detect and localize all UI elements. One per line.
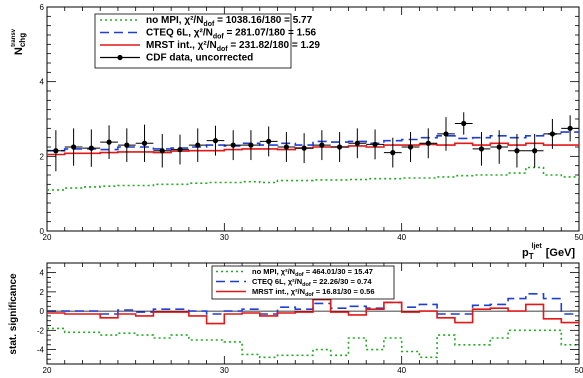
bottom-series-nompi [47, 327, 579, 359]
data-point [461, 120, 467, 127]
bottom-legend: no MPI, χ²/Ndof = 464.01/30 = 15.47CTEQ … [211, 265, 395, 300]
y-tick-label: 2 [40, 152, 45, 161]
data-point [567, 125, 573, 131]
x-tick-label: 50 [575, 366, 583, 375]
legend-label-cteq: CTEQ 6L, χ²/Ndof = 22.26/30 = 0.74 [252, 277, 372, 288]
data-point [88, 145, 94, 151]
data-point [354, 140, 360, 146]
y-tick-label: 4 [40, 78, 45, 87]
data-point [549, 131, 556, 137]
legend-label-data: CDF data, uncorrected [146, 53, 253, 64]
data-point [266, 138, 272, 144]
top-legend: no MPI, χ²/Ndof = 1038.16/180 = 5.77CTEQ… [94, 13, 320, 69]
top-panel: 20 30 40 50 0 2 4 6 no MPI, χ²/Ndof = 1038.16/1… [11, 3, 583, 261]
x-tick-label: 40 [397, 233, 406, 242]
x-tick-label: 30 [220, 233, 229, 242]
x-tick-label: 20 [43, 233, 52, 242]
data-point [248, 142, 254, 148]
top-ticks-group: 20 30 40 50 0 2 4 6 [40, 3, 583, 242]
bottom-panel: 20 30 40 50 -4 -2 0 2 4 no MPI, χ²/Ndof = 464.01… [8, 262, 583, 375]
data-point [514, 148, 520, 154]
legend-label-nompi: no MPI, χ²/Ndof = 1038.16/180 = 5.77 [146, 15, 313, 28]
data-point [425, 140, 431, 146]
data-point [443, 131, 449, 137]
legend-swatch-data-point [117, 54, 123, 61]
legend-label-mrst: MRST int., χ²/Ndof = 16.81/30 = 0.56 [252, 287, 375, 298]
data-point [124, 142, 130, 148]
data-point [159, 148, 165, 154]
data-point [212, 138, 219, 144]
top-legend-box [94, 13, 292, 69]
y-tick-label: 4 [40, 269, 45, 278]
data-point [71, 144, 77, 150]
data-point [390, 150, 396, 156]
legend-label-cteq: CTEQ 6L, χ²/Ndof = 281.07/180 = 1.56 [146, 28, 317, 41]
data-point [106, 139, 112, 145]
bottom-ticks-group: 20 30 40 50 -4 -2 0 2 4 [37, 262, 583, 375]
data-point [496, 144, 502, 150]
y-tick-label: -4 [37, 346, 45, 355]
data-point [195, 142, 201, 148]
y-tick-label: 0 [40, 227, 45, 236]
top-y-axis-title: Nchgtransv [11, 28, 27, 55]
data-point [141, 140, 148, 146]
top-data-points-group [47, 112, 579, 172]
data-point [337, 144, 343, 150]
data-point [301, 145, 307, 151]
top-x-axis-title: pTljet[GeV] [522, 243, 575, 261]
legend-label-mrst: MRST int., χ²/Ndof = 231.82/180 = 1.29 [146, 40, 320, 53]
data-point [53, 148, 59, 154]
bottom-series-group [47, 293, 579, 359]
data-point [372, 141, 378, 147]
data-point [177, 147, 183, 153]
legend-label-nompi: no MPI, χ²/Ndof = 464.01/30 = 15.47 [252, 267, 373, 278]
data-point [478, 146, 485, 152]
bottom-y-axis-title: stat. significance [8, 273, 19, 355]
x-tick-label: 20 [43, 366, 52, 375]
data-point [319, 142, 325, 148]
top-series-nompi [47, 166, 579, 191]
x-tick-label: 30 [220, 366, 229, 375]
bottom-series-mrst [47, 298, 579, 325]
x-tick-label: 50 [575, 233, 583, 242]
y-tick-label: 2 [40, 288, 45, 297]
top-series-mrst [47, 142, 579, 156]
y-tick-label: 0 [40, 307, 45, 316]
y-tick-label: 6 [40, 3, 45, 12]
data-point [283, 144, 289, 150]
data-point [230, 142, 236, 148]
y-tick-label: -2 [37, 326, 45, 335]
data-point [532, 148, 538, 154]
x-tick-label: 40 [397, 366, 406, 375]
data-point [407, 144, 414, 150]
